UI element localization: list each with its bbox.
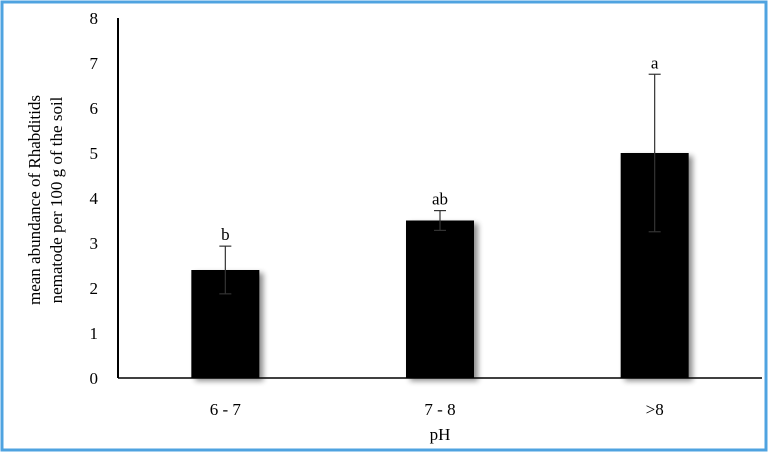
y-axis-title: mean abundance of Rhabditids nematode pe… [25,95,66,305]
significance-label: ab [432,190,448,209]
x-tick-label: >8 [646,400,664,419]
error-bar [219,245,232,295]
bar [406,220,474,378]
y-axis-ticks: 0 1 2 3 4 5 6 7 8 [90,9,99,388]
significance-labels: b ab a [221,53,659,244]
x-axis-title: pH [430,425,451,444]
y-tick-label: 3 [90,234,99,253]
y-axis-title-line2: nematode per 100 g of the soil [47,96,66,303]
y-tick-label: 6 [90,99,99,118]
error-bar [434,210,446,231]
error-bar [648,73,661,233]
significance-label: b [221,225,230,244]
y-tick-label: 5 [90,144,99,163]
x-tick-label: 7 - 8 [424,400,455,419]
y-tick-label: 8 [90,9,99,28]
x-tick-label: 6 - 7 [210,400,242,419]
error-bars [219,73,661,295]
y-tick-label: 4 [90,189,99,208]
x-axis-ticks: 6 - 7 7 - 8 >8 [210,400,664,419]
significance-label: a [651,53,659,72]
y-tick-label: 0 [90,369,99,388]
y-tick-label: 7 [90,54,99,73]
y-tick-label: 1 [90,324,99,343]
y-axis-title-line1: mean abundance of Rhabditids [25,95,44,305]
y-tick-label: 2 [90,279,99,298]
